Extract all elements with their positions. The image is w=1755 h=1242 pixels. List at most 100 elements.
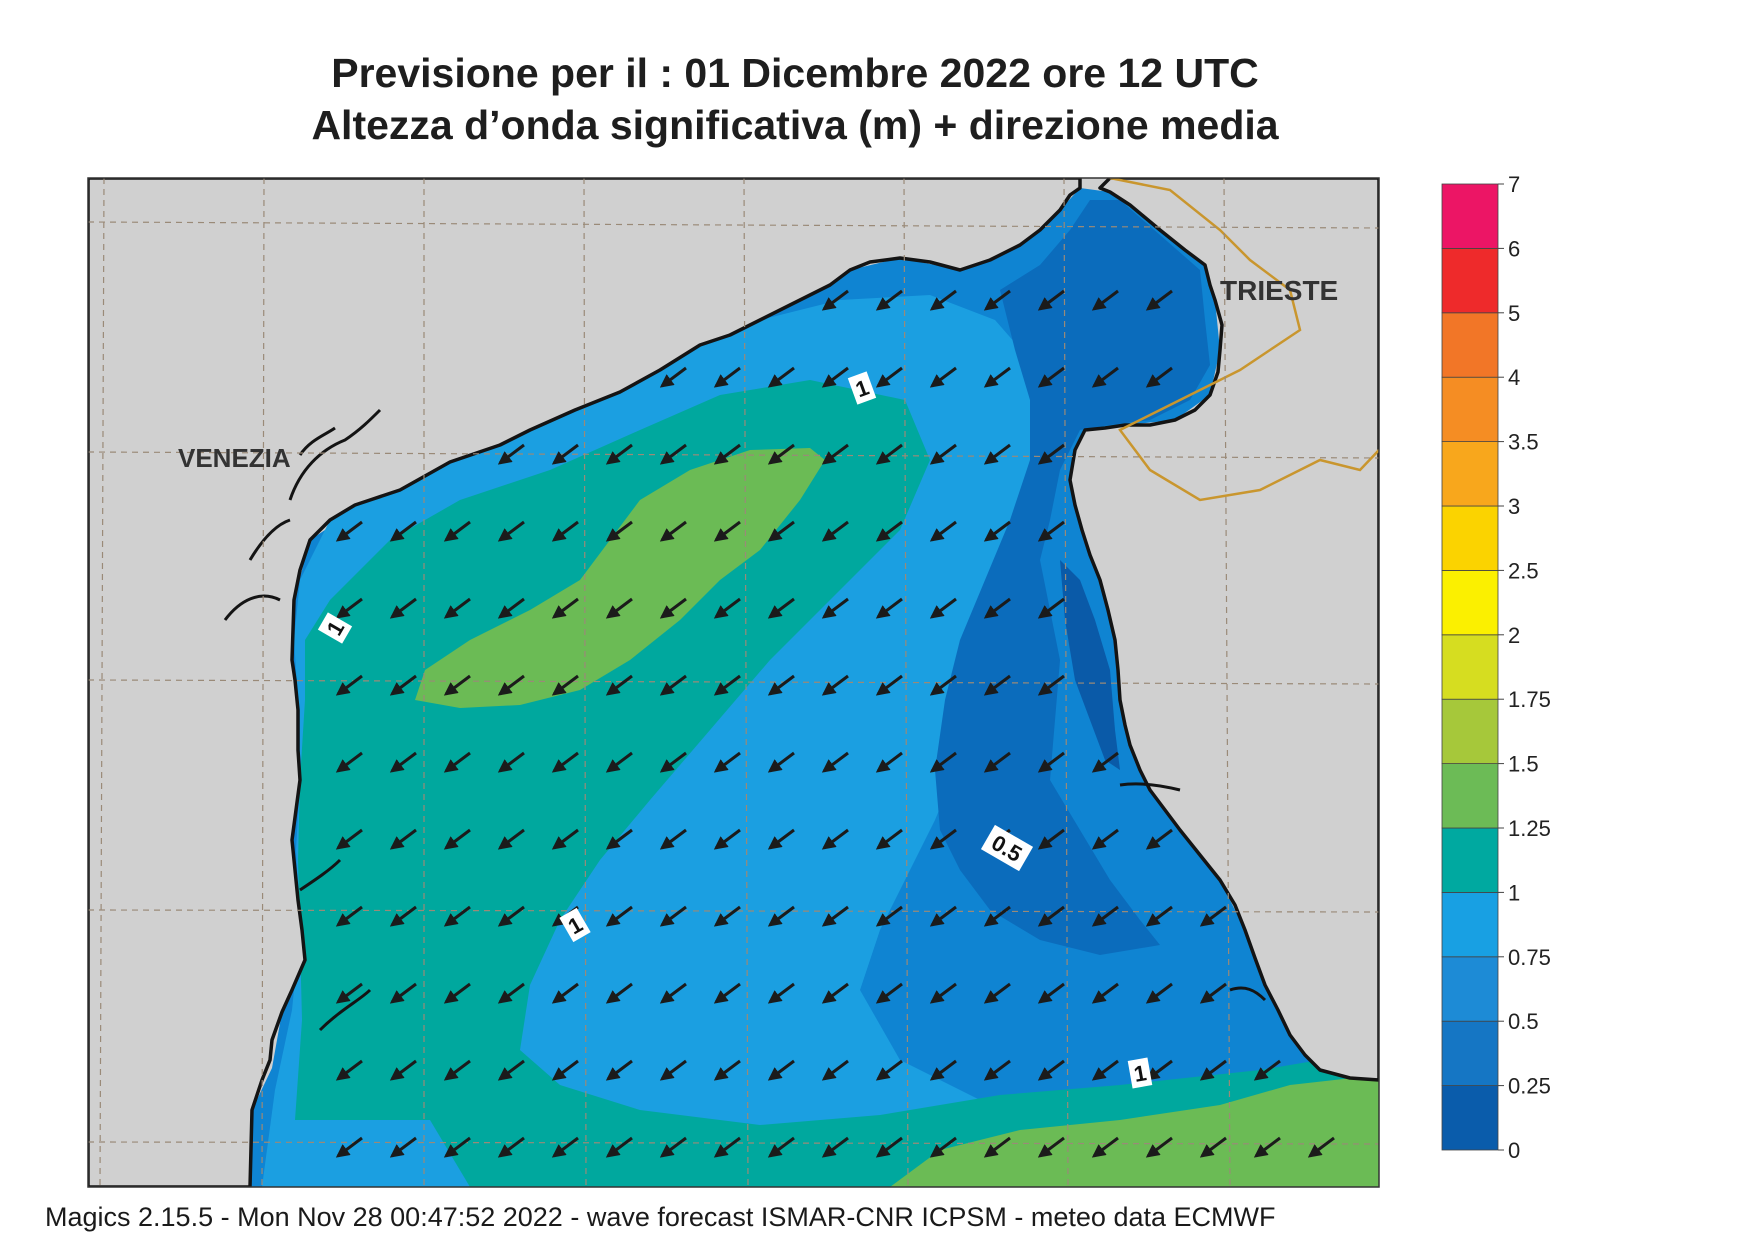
graticule [88, 178, 1379, 1187]
wave-arrow [821, 443, 849, 465]
wave-arrow [713, 597, 741, 619]
wave-arrow [767, 597, 795, 619]
wave-arrow [1145, 982, 1173, 1004]
wave-arrow [497, 520, 525, 542]
colorbar-tick-label: 5 [1508, 301, 1520, 326]
wave-arrow [875, 1059, 903, 1081]
wave-arrow [389, 597, 417, 619]
wave-arrow [551, 597, 579, 619]
wave-arrow [1037, 1136, 1065, 1158]
wave-arrow [1145, 1136, 1173, 1158]
wave-arrow [1145, 828, 1173, 850]
wave-arrow [1091, 905, 1119, 927]
wave-arrow [1253, 1059, 1281, 1081]
wave-arrow [605, 982, 633, 1004]
colorbar-band [1441, 505, 1499, 571]
wave-arrow [983, 905, 1011, 927]
wave-arrow [875, 982, 903, 1004]
wave-arrow [1037, 828, 1065, 850]
wave-arrow [1091, 828, 1119, 850]
wave-arrow [605, 828, 633, 850]
wave-arrow [767, 905, 795, 927]
wave-arrow [389, 905, 417, 927]
wave-arrow [1091, 751, 1119, 773]
colorbar-band [1441, 956, 1499, 1022]
wave-arrow [443, 982, 471, 1004]
wave-arrow [713, 443, 741, 465]
wave-arrow [335, 905, 363, 927]
wave-arrow [497, 1059, 525, 1081]
wave-arrow [659, 1136, 687, 1158]
wave-arrow [389, 828, 417, 850]
wave-arrow [875, 597, 903, 619]
colorbar-band [1441, 763, 1499, 829]
colorbar-tick-label: 0.75 [1508, 945, 1551, 970]
band-0.25-0.5-east [935, 200, 1210, 955]
wave-arrow [1037, 1059, 1065, 1081]
wave-arrow [767, 751, 795, 773]
colorbar-tick-label: 2.5 [1508, 558, 1539, 583]
wave-arrow [335, 828, 363, 850]
colorbar-tick-label: 6 [1508, 236, 1520, 261]
footer-credits: Magics 2.15.5 - Mon Nov 28 00:47:52 2022… [45, 1202, 1276, 1232]
wave-arrow [875, 289, 903, 311]
city-label-trieste: TRIESTE [1220, 275, 1338, 306]
colorbar-band [1441, 376, 1499, 443]
colorbar-tick-label: 0.25 [1508, 1074, 1551, 1099]
wave-arrow [875, 674, 903, 696]
wave-arrow [983, 289, 1011, 311]
band-0-0.25 [1060, 560, 1120, 770]
wave-arrow [443, 1059, 471, 1081]
wave-arrow [551, 828, 579, 850]
wave-arrow [1091, 289, 1119, 311]
colorbar-tick-label: 1.25 [1508, 816, 1551, 841]
colorbar-tick-label: 1 [1508, 880, 1520, 905]
wave-arrow [389, 520, 417, 542]
wave-arrow [713, 366, 741, 388]
colorbar-band [1441, 247, 1499, 314]
wave-arrow [1253, 1136, 1281, 1158]
wave-arrow [659, 597, 687, 619]
wave-arrow [821, 1136, 849, 1158]
colorbar-band [1441, 1085, 1499, 1151]
colorbar-band [1441, 183, 1499, 249]
wave-arrow [1199, 905, 1227, 927]
colorbar-tick-label: 3 [1508, 494, 1520, 519]
wave-arrow [1091, 1136, 1119, 1158]
colorbar-tick-label: 7 [1508, 172, 1520, 197]
wave-arrow [713, 751, 741, 773]
map-frame [87, 177, 1380, 1188]
wave-arrow [875, 366, 903, 388]
colorbar-band [1441, 312, 1499, 378]
wave-arrow [875, 520, 903, 542]
wave-arrow [659, 1059, 687, 1081]
wave-arrow [1037, 674, 1065, 696]
wave-arrow [443, 597, 471, 619]
wave-arrow [1037, 520, 1065, 542]
wave-arrow [875, 1136, 903, 1158]
forecast-subtitle: Altezza d’onda significativa (m) + direz… [311, 102, 1279, 148]
forecast-title: Previsione per il : 01 Dicembre 2022 ore… [331, 50, 1259, 96]
wave-arrow [1199, 1136, 1227, 1158]
colorbar: 0 0.25 0.5 0.75 1 1.25 1.5 1.75 2 2.5 3 3.5 4 5 6 7 [1441, 172, 1551, 1163]
wave-arrow [1145, 289, 1173, 311]
wave-arrow [605, 1136, 633, 1158]
wave-arrow [1037, 597, 1065, 619]
wave-arrow [443, 828, 471, 850]
wave-arrow [551, 1059, 579, 1081]
national-border [1109, 178, 1379, 502]
east-coast-land [1068, 178, 1379, 1082]
colorbar-band [1441, 570, 1499, 636]
wave-arrow [497, 751, 525, 773]
wave-arrow [659, 905, 687, 927]
wave-arrow [713, 905, 741, 927]
lagoon-details [223, 408, 1267, 1032]
wave-arrow [497, 1136, 525, 1158]
band-1-1.25 [295, 380, 1379, 1187]
wave-arrow [983, 674, 1011, 696]
wave-arrow [1037, 982, 1065, 1004]
wave-arrow [1145, 905, 1173, 927]
wave-arrow [821, 674, 849, 696]
wave-arrow [551, 443, 579, 465]
